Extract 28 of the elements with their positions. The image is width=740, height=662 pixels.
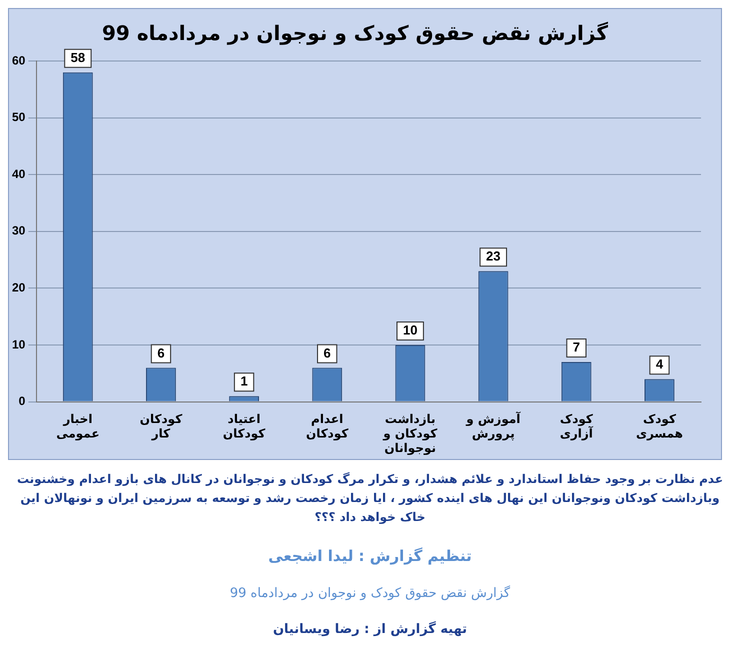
data-label: 1	[240, 374, 248, 389]
data-label: 10	[402, 322, 418, 338]
data-label: 4	[656, 356, 664, 372]
y-tick-label: 30	[12, 224, 26, 238]
x-tick-label: بازداشت کودکان و نوجوانان	[382, 412, 438, 455]
x-tick-label: اعتیاد کودکان	[222, 412, 266, 441]
chart-title: گزارش نقض حقوق کودک و نوجوان در مردادماه 99	[102, 21, 608, 46]
y-tick-label: 0	[18, 394, 26, 408]
data-label: 23	[486, 248, 501, 264]
x-tick-label: کودک همسری	[636, 412, 683, 441]
data-label: 6	[324, 345, 331, 360]
text: تنظیم گزارش : لیدا اشجعی	[267, 546, 473, 567]
text: عدم نظارت بر وجود حفاظ استاندارد و علائم هشدار، و تکرار مرگ کودکان و نوجوانان در کانال های بازو اعدام وخشنونت وبازداشت کودکان ونوجوانان این نهال های اینده کشور ، ایا زمان رخصت رشد و توسعه به سرزمین ایران و نونهالان این خاک خواهد داد ؟؟؟	[16, 471, 724, 526]
y-tick-label: 40	[12, 166, 26, 181]
y-tick-label: 50	[12, 110, 26, 124]
y-tick-label: 60	[12, 53, 26, 68]
x-tick-label: کودک آزاری	[560, 412, 594, 441]
x-tick-label: اعدام کودکان	[306, 412, 348, 441]
data-label: 58	[70, 50, 86, 65]
x-tick-label: آموزش و پرورش	[465, 411, 522, 441]
y-tick-label: 20	[12, 280, 26, 295]
data-label: 7	[572, 340, 580, 355]
x-tick-label: اخبار عمومی	[56, 412, 100, 441]
x-tick-label: کودکان کار	[140, 412, 182, 441]
text: تهیه گزارش از : رضا ویسانیان	[272, 620, 468, 640]
text: گزارش نقض حقوق کودک و نوجوان در مردادماه 99	[228, 584, 512, 603]
data-label: 6	[157, 345, 165, 360]
y-tick-label: 10	[12, 337, 26, 352]
